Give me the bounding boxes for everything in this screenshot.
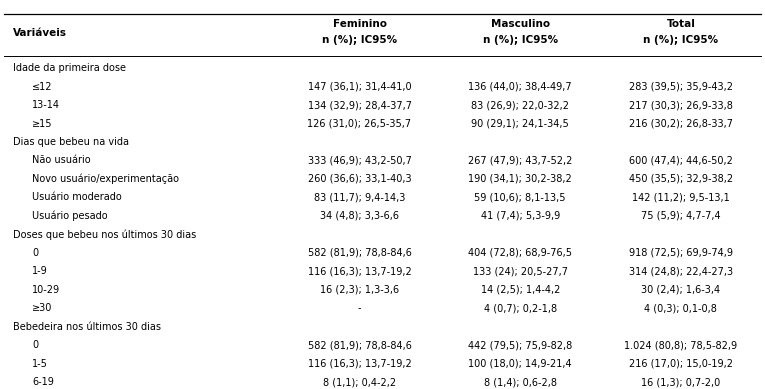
Text: 83 (11,7); 9,4-14,3: 83 (11,7); 9,4-14,3	[314, 193, 405, 202]
Text: 267 (47,9); 43,7-52,2: 267 (47,9); 43,7-52,2	[468, 156, 572, 165]
Text: Masculino: Masculino	[490, 19, 550, 29]
Text: 600 (47,4); 44,6-50,2: 600 (47,4); 44,6-50,2	[629, 156, 733, 165]
Text: 450 (35,5); 32,9-38,2: 450 (35,5); 32,9-38,2	[629, 174, 733, 184]
Text: 1.024 (80,8); 78,5-82,9: 1.024 (80,8); 78,5-82,9	[624, 340, 737, 350]
Text: ≥30: ≥30	[32, 303, 53, 313]
Text: 283 (39,5); 35,9-43,2: 283 (39,5); 35,9-43,2	[629, 82, 733, 91]
Text: 404 (72,8); 68,9-76,5: 404 (72,8); 68,9-76,5	[468, 248, 572, 258]
Text: 90 (29,1); 24,1-34,5: 90 (29,1); 24,1-34,5	[471, 119, 569, 128]
Text: 1-9: 1-9	[32, 266, 48, 276]
Text: Doses que bebeu nos últimos 30 dias: Doses que bebeu nos últimos 30 dias	[13, 229, 197, 240]
Text: 260 (36,6); 33,1-40,3: 260 (36,6); 33,1-40,3	[308, 174, 412, 184]
Text: 13-14: 13-14	[32, 100, 60, 110]
Text: 8 (1,1); 0,4-2,2: 8 (1,1); 0,4-2,2	[323, 377, 396, 387]
Text: 4 (0,3); 0,1-0,8: 4 (0,3); 0,1-0,8	[644, 303, 718, 313]
Text: -: -	[358, 303, 361, 313]
Text: n (%); IC95%: n (%); IC95%	[322, 35, 397, 45]
Text: Usuário pesado: Usuário pesado	[32, 211, 108, 221]
Text: 442 (79,5); 75,9-82,8: 442 (79,5); 75,9-82,8	[468, 340, 572, 350]
Text: 126 (31,0); 26,5-35,7: 126 (31,0); 26,5-35,7	[308, 119, 412, 128]
Text: 314 (24,8); 22,4-27,3: 314 (24,8); 22,4-27,3	[629, 266, 733, 276]
Text: 1-5: 1-5	[32, 359, 48, 369]
Text: 190 (34,1); 30,2-38,2: 190 (34,1); 30,2-38,2	[468, 174, 572, 184]
Text: 333 (46,9); 43,2-50,7: 333 (46,9); 43,2-50,7	[308, 156, 412, 165]
Text: Novo usuário/experimentação: Novo usuário/experimentação	[32, 174, 179, 184]
Text: 918 (72,5); 69,9-74,9: 918 (72,5); 69,9-74,9	[629, 248, 733, 258]
Text: 16 (2,3); 1,3-3,6: 16 (2,3); 1,3-3,6	[320, 285, 399, 295]
Text: Não usuário: Não usuário	[32, 156, 91, 165]
Text: 75 (5,9); 4,7-7,4: 75 (5,9); 4,7-7,4	[641, 211, 721, 221]
Text: n (%); IC95%: n (%); IC95%	[643, 35, 718, 45]
Text: 4 (0,7); 0,2-1,8: 4 (0,7); 0,2-1,8	[483, 303, 557, 313]
Text: 34 (4,8); 3,3-6,6: 34 (4,8); 3,3-6,6	[320, 211, 399, 221]
Text: 582 (81,9); 78,8-84,6: 582 (81,9); 78,8-84,6	[308, 340, 412, 350]
Text: Variáveis: Variáveis	[13, 28, 67, 38]
Text: 142 (11,2); 9,5-13,1: 142 (11,2); 9,5-13,1	[632, 193, 730, 202]
Text: 582 (81,9); 78,8-84,6: 582 (81,9); 78,8-84,6	[308, 248, 412, 258]
Text: 134 (32,9); 28,4-37,7: 134 (32,9); 28,4-37,7	[308, 100, 412, 110]
Text: 83 (26,9); 22,0-32,2: 83 (26,9); 22,0-32,2	[471, 100, 569, 110]
Text: 216 (17,0); 15,0-19,2: 216 (17,0); 15,0-19,2	[629, 359, 733, 369]
Text: Usuário moderado: Usuário moderado	[32, 193, 122, 202]
Text: 6-19: 6-19	[32, 377, 54, 387]
Text: Total: Total	[666, 19, 695, 29]
Text: 116 (16,3); 13,7-19,2: 116 (16,3); 13,7-19,2	[308, 359, 412, 369]
Text: 41 (7,4); 5,3-9,9: 41 (7,4); 5,3-9,9	[480, 211, 560, 221]
Text: 0: 0	[32, 248, 38, 258]
Text: ≤12: ≤12	[32, 82, 53, 91]
Text: 100 (18,0); 14,9-21,4: 100 (18,0); 14,9-21,4	[468, 359, 572, 369]
Text: 217 (30,3); 26,9-33,8: 217 (30,3); 26,9-33,8	[629, 100, 733, 110]
Text: 16 (1,3); 0,7-2,0: 16 (1,3); 0,7-2,0	[641, 377, 721, 387]
Text: 0: 0	[32, 340, 38, 350]
Text: 147 (36,1); 31,4-41,0: 147 (36,1); 31,4-41,0	[308, 82, 412, 91]
Text: Dias que bebeu na vida: Dias que bebeu na vida	[13, 137, 129, 147]
Text: 10-29: 10-29	[32, 285, 60, 295]
Text: 30 (2,4); 1,6-3,4: 30 (2,4); 1,6-3,4	[641, 285, 721, 295]
Text: 8 (1,4); 0,6-2,8: 8 (1,4); 0,6-2,8	[483, 377, 557, 387]
Text: Idade da primeira dose: Idade da primeira dose	[13, 63, 126, 73]
Text: n (%); IC95%: n (%); IC95%	[483, 35, 558, 45]
Text: 59 (10,6); 8,1-13,5: 59 (10,6); 8,1-13,5	[474, 193, 566, 202]
Text: 136 (44,0); 38,4-49,7: 136 (44,0); 38,4-49,7	[468, 82, 572, 91]
Text: 216 (30,2); 26,8-33,7: 216 (30,2); 26,8-33,7	[629, 119, 733, 128]
Text: 116 (16,3); 13,7-19,2: 116 (16,3); 13,7-19,2	[308, 266, 412, 276]
Text: ≥15: ≥15	[32, 119, 53, 128]
Text: Bebedeira nos últimos 30 dias: Bebedeira nos últimos 30 dias	[13, 322, 161, 332]
Text: 14 (2,5); 1,4-4,2: 14 (2,5); 1,4-4,2	[480, 285, 560, 295]
Text: Feminino: Feminino	[333, 19, 386, 29]
Text: 133 (24); 20,5-27,7: 133 (24); 20,5-27,7	[473, 266, 568, 276]
